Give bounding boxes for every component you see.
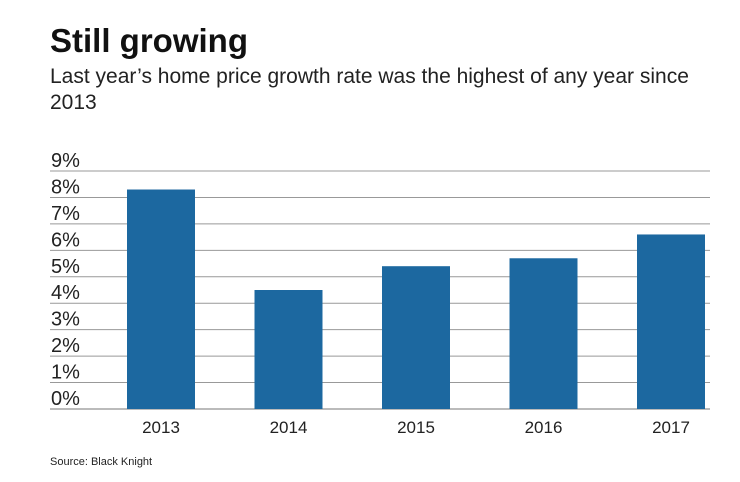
x-tick-label: 2014 [270, 418, 308, 437]
bar-2015 [382, 266, 450, 409]
y-tick-label: 7% [51, 203, 80, 225]
chart-subtitle: Last year’s home price growth rate was t… [50, 65, 689, 114]
y-tick-label: 3% [51, 309, 80, 331]
y-tick-label: 9% [51, 150, 80, 172]
bar-2014 [254, 290, 323, 409]
bar-2017 [637, 234, 705, 409]
y-tick-label: 0% [51, 388, 80, 410]
x-tick-label: 2016 [525, 418, 563, 437]
x-tick-label: 2013 [142, 418, 180, 437]
source-note: Source: Black Knight [50, 456, 153, 468]
chart-title: Still growing [50, 22, 248, 59]
bar-2016 [509, 258, 578, 409]
y-tick-label: 2% [51, 335, 80, 357]
y-tick-label: 1% [51, 362, 80, 384]
y-tick-label: 4% [51, 282, 80, 304]
y-tick-label: 6% [51, 229, 80, 251]
x-tick-label: 2015 [397, 418, 435, 437]
bar-2013 [127, 189, 195, 409]
y-tick-label: 8% [51, 176, 80, 198]
y-tick-label: 5% [51, 256, 80, 278]
x-tick-label: 2017 [652, 418, 690, 437]
